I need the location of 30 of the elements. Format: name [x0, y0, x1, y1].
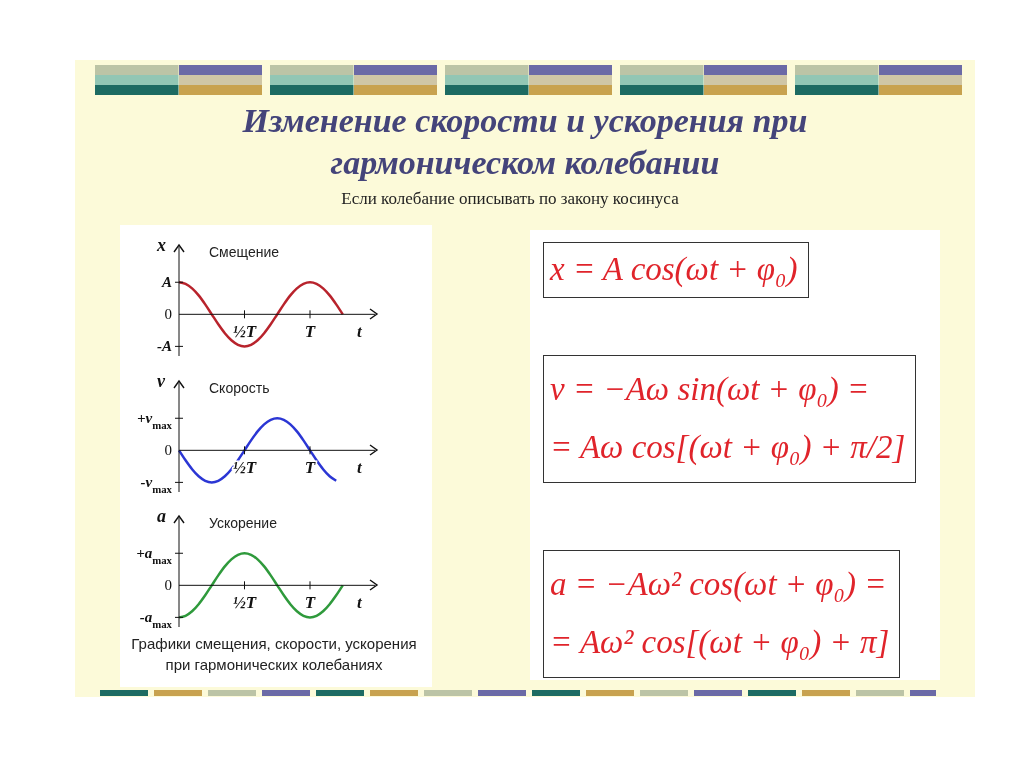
text: A [160, 274, 172, 291]
chart-title: Ускорение [209, 515, 277, 532]
x-axis-title: t [357, 458, 362, 479]
x-axis-title: t [357, 322, 362, 343]
x-tick-label: T [304, 458, 316, 478]
x-tick-label: ½T [232, 458, 257, 478]
text: Графики смещения, скорости, ускорения при гармонических колебаниях [130, 634, 418, 675]
y-axis-title: a [157, 506, 166, 526]
y-axis-title: x [157, 235, 166, 255]
chart-title: Скорость [209, 380, 270, 397]
text: x = A cos(ωt + φ₀) [550, 250, 798, 289]
text: -A [157, 338, 172, 355]
text: Если колебание описывать по закону косинуса [340, 188, 680, 210]
x-tick-label: T [304, 593, 316, 613]
text: 0 [164, 442, 172, 459]
text: -a$_{max}$ [139, 609, 173, 631]
y-axis-title: v [157, 371, 165, 391]
text: Изменение скорости и ускорения при гармоническом колебании [241, 101, 809, 183]
text: v = −Aω sin(ωt + φ₀) = = Aω cos[(ωt + φ₀) + π/2] [550, 370, 906, 467]
x-tick-label: T [304, 322, 316, 342]
text: +a$_{max}$ [136, 545, 173, 567]
text: 0 [164, 577, 172, 594]
x-tick-label: ½T [232, 593, 257, 613]
x-axis-title: t [357, 593, 362, 614]
text: -v$_{max}$ [140, 474, 173, 496]
chart-title: Смещение [209, 244, 280, 261]
text: 0 [164, 306, 172, 323]
x-tick-label: ½T [232, 322, 257, 342]
text: a = −Aω² cos(ωt + φ₀) = = Aω² cos[(ωt + φ₀) + π] [550, 565, 890, 662]
text: +v$_{max}$ [136, 410, 173, 432]
